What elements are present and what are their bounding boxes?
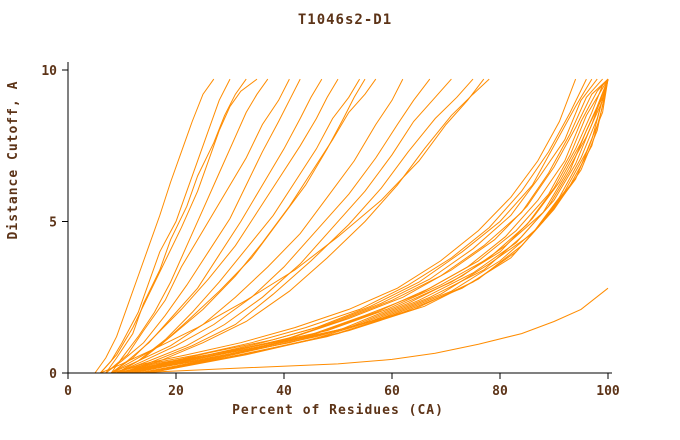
- y-tick-label: 0: [49, 367, 57, 382]
- y-tick-label: 5: [49, 216, 57, 231]
- series-line: [105, 78, 301, 374]
- series-line: [132, 287, 609, 374]
- series-line: [110, 78, 269, 374]
- series-line: [138, 78, 609, 374]
- axes-layer: 0 20 40 60 80 100 0 5 10: [41, 62, 620, 399]
- series-line: [100, 78, 485, 374]
- series-line: [111, 78, 587, 374]
- series-line: [132, 78, 609, 374]
- x-tick-label: 100: [596, 384, 620, 399]
- series-line: [116, 78, 598, 374]
- series-line: [148, 78, 609, 374]
- series-line: [127, 78, 609, 374]
- series-layer: [94, 78, 609, 374]
- series-line: [100, 78, 258, 374]
- series-line: [143, 79, 609, 374]
- series-line: [105, 78, 290, 374]
- series-line: [110, 78, 404, 374]
- series-line: [121, 78, 490, 374]
- series-line: [127, 78, 609, 374]
- y-tick-label: 10: [41, 64, 57, 79]
- series-line: [116, 78, 452, 374]
- series-line: [116, 78, 361, 374]
- series-line: [94, 78, 215, 374]
- series-line: [111, 78, 577, 374]
- series-line: [105, 78, 247, 374]
- x-axis-label: Percent of Residues (CA): [232, 403, 444, 418]
- series-line: [116, 78, 377, 374]
- x-tick-label: 20: [168, 384, 184, 399]
- series-line: [132, 78, 609, 374]
- x-tick-label: 0: [64, 384, 72, 399]
- x-tick-label: 80: [492, 384, 508, 399]
- series-line: [116, 78, 431, 374]
- x-tick-label: 40: [276, 384, 292, 399]
- series-line: [110, 78, 339, 374]
- chart-title: T1046s2-D1: [298, 12, 392, 28]
- x-tick-label: 60: [384, 384, 400, 399]
- y-axis-label: Distance Cutoff, A: [6, 81, 21, 240]
- series-line: [100, 78, 231, 374]
